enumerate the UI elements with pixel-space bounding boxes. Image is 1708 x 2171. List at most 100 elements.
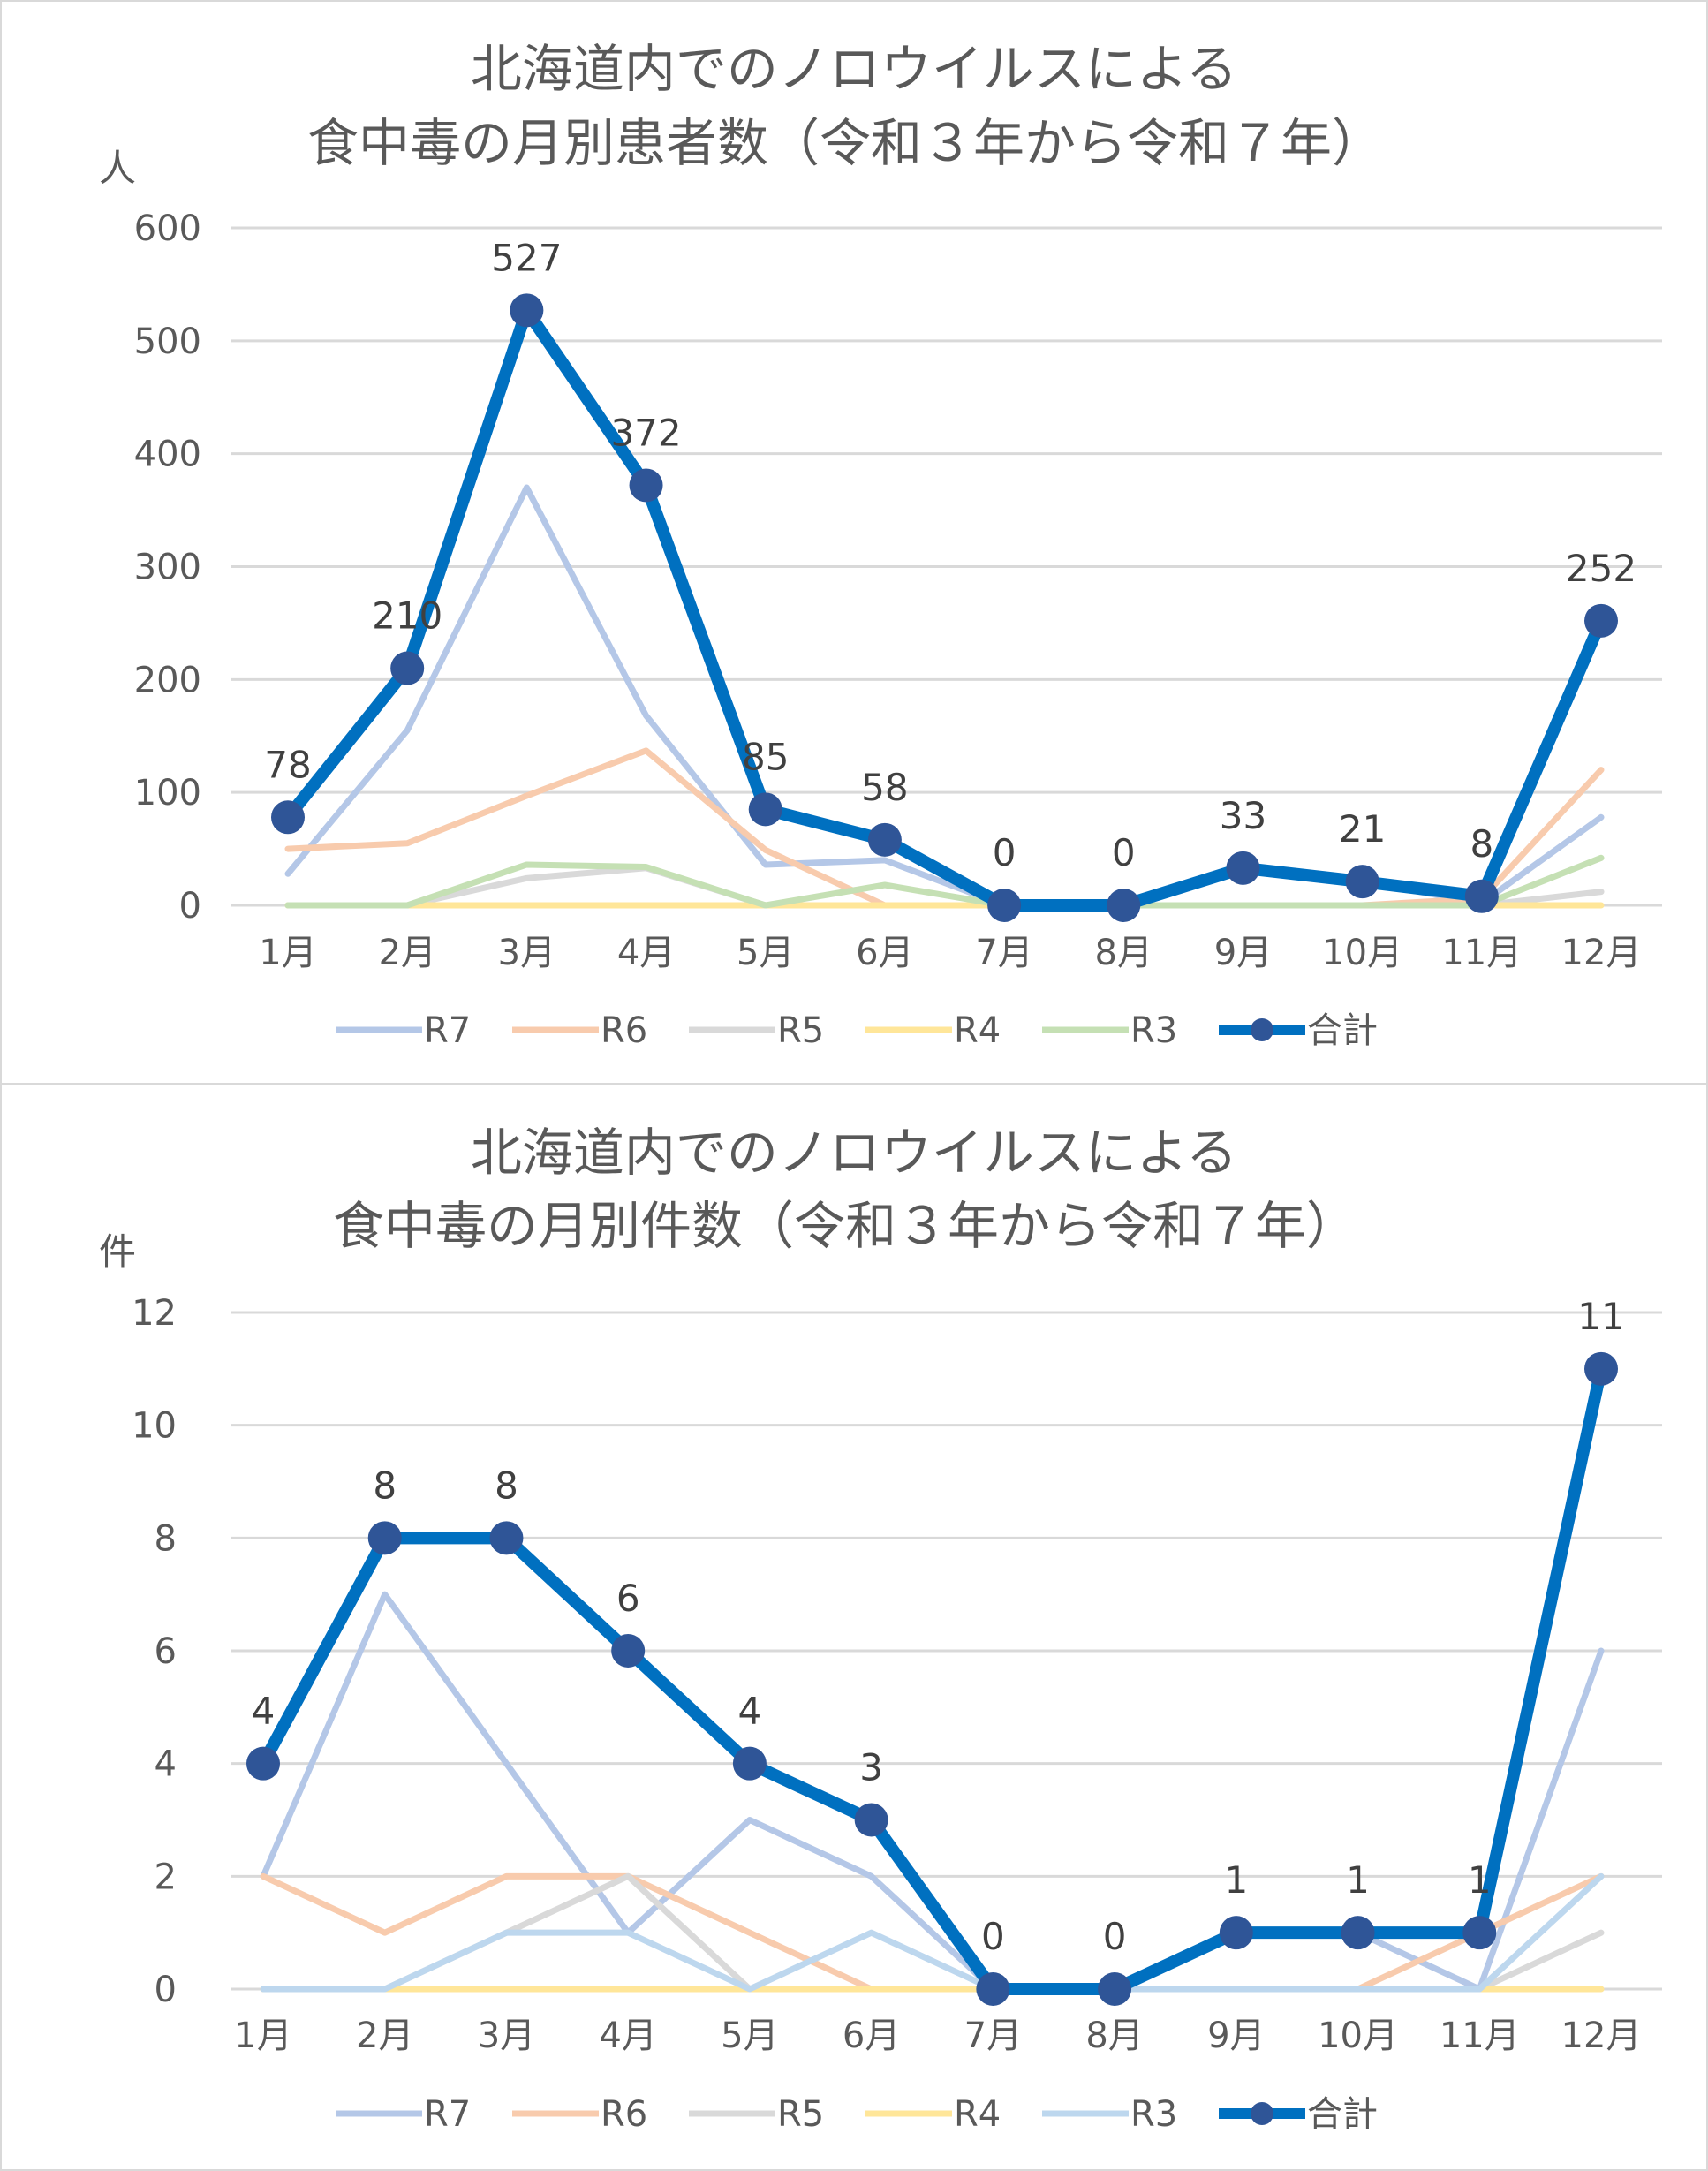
- legend-label: R7: [424, 1010, 471, 1051]
- data-point: [271, 800, 305, 835]
- x-tick-label: 9月: [1207, 2016, 1265, 2056]
- data-point: [390, 651, 425, 685]
- series-line-合計: [282, 304, 1607, 912]
- cases-chart: 北海道内でのノロウイルスによる 食中毒の月別件数（令和３年から令和７年） 件 0…: [99, 1123, 1662, 2135]
- y-tick-label: 0: [179, 886, 201, 927]
- data-label: 4: [252, 1690, 276, 1733]
- data-label: 4: [738, 1690, 762, 1733]
- y-tick-label: 200: [134, 660, 201, 700]
- data-label: 6: [616, 1577, 640, 1620]
- data-label: 1: [1346, 1858, 1370, 1902]
- x-tick-label: 6月: [843, 2016, 900, 2056]
- y-tick-label: 0: [155, 1970, 177, 2010]
- data-label: 11: [1577, 1295, 1624, 1338]
- chart-title-line-1: 北海道内でのノロウイルスによる: [471, 1123, 1237, 1183]
- y-tick-label: 300: [134, 548, 201, 588]
- x-tick-label: 5月: [721, 2016, 778, 2056]
- data-point: [1345, 865, 1379, 899]
- data-label: 21: [1339, 807, 1386, 851]
- data-point: [732, 1746, 767, 1781]
- data-point: [1341, 1916, 1375, 1950]
- data-point: [1098, 1972, 1132, 2006]
- y-axis-unit: 件: [99, 1230, 136, 1274]
- data-point: [854, 1803, 888, 1837]
- x-tick-label: 1月: [234, 2016, 291, 2056]
- data-label: 0: [981, 1915, 1005, 1958]
- legend-label: R3: [1130, 1010, 1177, 1051]
- data-point: [246, 1746, 280, 1781]
- chart-title-line-2: 食中毒の月別件数（令和３年から令和７年）: [333, 1196, 1357, 1256]
- data-label: 1: [1224, 1858, 1248, 1902]
- patients-chart: 北海道内でのノロウイルスによる 食中毒の月別患者数（令和３年から令和７年） 人 …: [99, 39, 1662, 1051]
- chart-title-line-1: 北海道内でのノロウイルスによる: [471, 39, 1237, 99]
- y-tick-label: 12: [132, 1293, 177, 1334]
- y-tick-label: 400: [134, 435, 201, 475]
- data-point: [1584, 603, 1618, 638]
- legend-label: R6: [601, 2094, 647, 2135]
- series-line-合計: [257, 1362, 1607, 1995]
- data-label: 0: [1112, 831, 1136, 874]
- x-tick-label: 11月: [1440, 2016, 1520, 2056]
- data-label: 78: [264, 743, 311, 786]
- x-tick-label: 10月: [1318, 2016, 1398, 2056]
- legend-label: R7: [424, 2094, 471, 2135]
- legend-label: 合計: [1307, 2094, 1378, 2135]
- data-label: 58: [861, 766, 908, 809]
- x-tick-label: 8月: [1095, 933, 1153, 973]
- x-tick-label: 2月: [356, 2016, 413, 2056]
- data-label: 33: [1220, 794, 1266, 837]
- legend-marker: [1251, 1018, 1273, 1041]
- series-line-R3: [260, 1872, 1605, 1993]
- series-line-R3: [284, 854, 1605, 909]
- legend-label: 合計: [1307, 1010, 1378, 1051]
- x-tick-label: 12月: [1561, 933, 1642, 973]
- data-label: 1: [1468, 1858, 1492, 1902]
- data-label: 372: [610, 411, 681, 454]
- series-line-R7: [260, 1591, 1605, 1993]
- data-point: [1464, 879, 1499, 913]
- y-tick-label: 600: [134, 208, 201, 249]
- legend-label: R4: [954, 2094, 1001, 2135]
- data-label: 0: [1103, 1915, 1127, 1958]
- data-label: 8: [495, 1464, 518, 1507]
- x-tick-label: 9月: [1214, 933, 1272, 973]
- y-tick-label: 500: [134, 321, 201, 362]
- x-tick-label: 1月: [259, 933, 316, 973]
- y-tick-label: 2: [155, 1857, 177, 1897]
- data-point: [867, 822, 902, 857]
- data-point: [1219, 1916, 1253, 1950]
- chart-title-line-2: 食中毒の月別患者数（令和３年から令和７年）: [307, 113, 1383, 173]
- x-tick-label: 2月: [378, 933, 435, 973]
- x-tick-label: 7月: [964, 2016, 1022, 2056]
- x-tick-label: 3月: [478, 2016, 535, 2056]
- legend-label: R6: [601, 1010, 647, 1051]
- data-point: [976, 1972, 1010, 2006]
- legend-label: R5: [777, 1010, 824, 1051]
- data-label: 527: [491, 236, 562, 279]
- y-tick-label: 8: [155, 1518, 177, 1559]
- data-point: [510, 293, 544, 328]
- data-label: 252: [1566, 547, 1636, 590]
- x-tick-label: 7月: [975, 933, 1032, 973]
- legend-label: R3: [1130, 2094, 1177, 2135]
- x-tick-label: 4月: [617, 933, 675, 973]
- x-tick-label: 8月: [1085, 2016, 1143, 2056]
- x-tick-label: 5月: [737, 933, 794, 973]
- data-point: [489, 1521, 524, 1555]
- data-point: [611, 1634, 646, 1668]
- y-tick-label: 6: [155, 1631, 177, 1672]
- data-point: [1584, 1351, 1618, 1386]
- legend-label: R4: [954, 1010, 1001, 1051]
- x-tick-label: 3月: [498, 933, 555, 973]
- data-point: [1462, 1916, 1497, 1950]
- data-label: 8: [373, 1464, 397, 1507]
- data-label: 85: [742, 735, 789, 778]
- x-tick-label: 11月: [1441, 933, 1522, 973]
- data-point: [748, 792, 782, 827]
- y-tick-label: 4: [155, 1744, 177, 1785]
- data-point: [629, 468, 663, 503]
- data-label: 8: [1470, 822, 1493, 866]
- x-tick-label: 6月: [856, 933, 913, 973]
- data-point: [987, 889, 1022, 922]
